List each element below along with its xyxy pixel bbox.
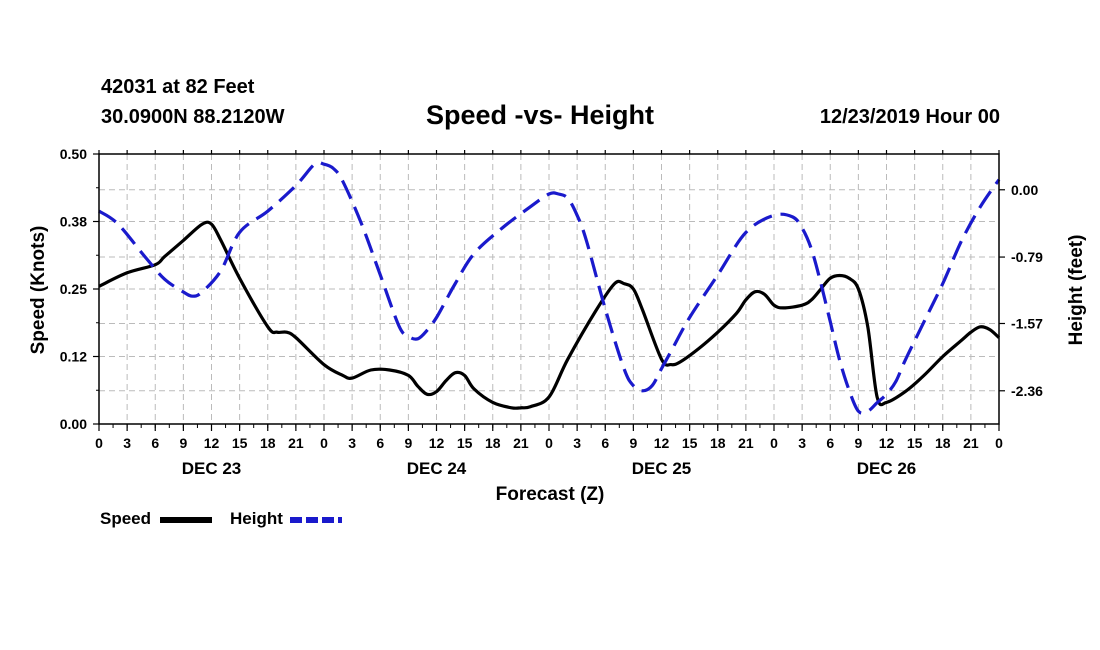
x-tick-label: 3 <box>123 435 131 451</box>
legend-height-swatch <box>290 517 342 523</box>
x-tick-label: 15 <box>457 435 473 451</box>
day-label: DEC 24 <box>407 459 467 478</box>
day-label: DEC 23 <box>182 459 242 478</box>
y2-tick-label: 0.00 <box>1011 182 1038 198</box>
grid <box>99 154 999 424</box>
x-tick-label: 18 <box>935 435 951 451</box>
x-tick-label: 9 <box>404 435 412 451</box>
x-tick-label: 3 <box>573 435 581 451</box>
coordinates-label: 30.0900N 88.2120W <box>101 106 285 128</box>
x-tick-label: 21 <box>288 435 304 451</box>
legend-speed-swatch <box>160 517 212 523</box>
x-tick-label: 18 <box>710 435 726 451</box>
x-tick-label: 9 <box>179 435 187 451</box>
x-tick-label: 21 <box>963 435 979 451</box>
y-tick-label: 0.38 <box>60 214 87 230</box>
x-tick-label: 3 <box>348 435 356 451</box>
x-tick-label: 12 <box>204 435 220 451</box>
y2-axis-label: Height (feet) <box>1066 235 1087 346</box>
x-tick-label: 12 <box>879 435 895 451</box>
y2-tick-label: -2.36 <box>1011 383 1043 399</box>
chart-title: Speed -vs- Height <box>426 100 655 130</box>
speed-series-line <box>98 220 1001 410</box>
x-tick-label: 15 <box>907 435 923 451</box>
x-tick-label: 9 <box>854 435 862 451</box>
series-layer <box>98 160 1001 415</box>
x-tick-label: 21 <box>738 435 754 451</box>
x-axis-label: Forecast (Z) <box>496 484 605 505</box>
y-tick-label: 0.00 <box>60 416 87 432</box>
x-tick-label: 18 <box>485 435 501 451</box>
station-label: 42031 at 82 Feet <box>101 76 255 98</box>
forecast-timestamp: 12/23/2019 Hour 00 <box>819 106 1000 128</box>
x-tick-label: 12 <box>429 435 445 451</box>
x-tick-label: 15 <box>232 435 248 451</box>
x-tick-label: 15 <box>682 435 698 451</box>
x-tick-label: 0 <box>545 435 553 451</box>
y-tick-label: 0.12 <box>60 349 87 365</box>
legend-height-label: Height <box>230 509 283 528</box>
height-series-line <box>98 160 1001 415</box>
x-tick-label: 6 <box>151 435 159 451</box>
day-label: DEC 26 <box>857 459 917 478</box>
legend-speed-label: Speed <box>100 509 152 528</box>
x-tick-label: 0 <box>320 435 328 451</box>
y2-tick-label: -1.57 <box>1011 315 1043 331</box>
y-tick-label: 0.50 <box>60 146 87 162</box>
y-axis-label: Speed (Knots) <box>28 226 49 355</box>
x-tick-label: 18 <box>260 435 276 451</box>
x-tick-label: 9 <box>629 435 637 451</box>
x-tick-label: 3 <box>798 435 806 451</box>
ticks: 0 3 6 9 12 15 18 21 0 3 6 9 12 15 18 21 0 3 6 9 12 15 18 21 0 3 6 9… <box>60 146 1043 478</box>
x-tick-label: 6 <box>601 435 609 451</box>
x-tick-label: 21 <box>513 435 529 451</box>
day-label: DEC 25 <box>632 459 692 478</box>
x-tick-label: 12 <box>654 435 670 451</box>
y2-tick-label: -0.79 <box>1011 249 1043 265</box>
y-tick-label: 0.25 <box>60 281 87 297</box>
x-tick-label: 6 <box>376 435 384 451</box>
x-tick-label: 6 <box>826 435 834 451</box>
x-tick-label: 0 <box>995 435 1003 451</box>
x-tick-label: 0 <box>95 435 103 451</box>
x-tick-label: 0 <box>770 435 778 451</box>
